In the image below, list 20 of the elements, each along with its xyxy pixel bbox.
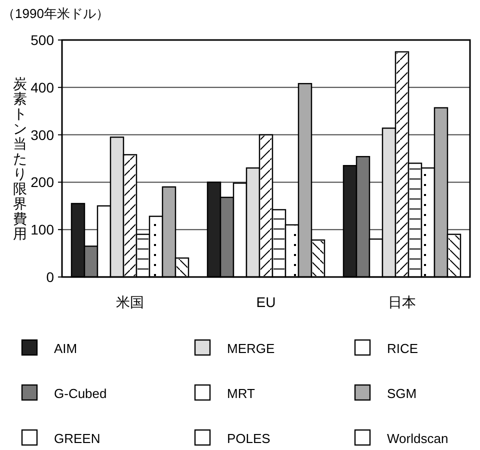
x-tick-label: EU <box>256 294 276 310</box>
x-tick-label: 日本 <box>388 294 416 310</box>
legend-label: RICE <box>387 341 418 356</box>
y-tick-label: 500 <box>30 32 54 48</box>
legend-label: SGM <box>387 386 417 401</box>
legend-label: POLES <box>227 431 271 446</box>
x-tick-label: 米国 <box>116 294 144 310</box>
y-tick-label: 400 <box>30 79 54 96</box>
y-tick-label: 100 <box>30 222 54 238</box>
y-tick-label: 0 <box>46 269 54 285</box>
text: 炭素トン当たり限界費用 <box>13 76 27 242</box>
legend-label: Worldscan <box>387 431 448 446</box>
legend-label: MRT <box>227 386 255 401</box>
text: （1990年米ドル） <box>2 6 109 21</box>
y-tick-label: 200 <box>30 174 54 190</box>
legend-label: AIM <box>54 341 78 356</box>
y-tick-label: 300 <box>30 126 54 143</box>
legend-label: GREEN <box>54 431 100 446</box>
legend-label: MERGE <box>227 341 275 356</box>
legend-label: G-Cubed <box>54 386 107 401</box>
